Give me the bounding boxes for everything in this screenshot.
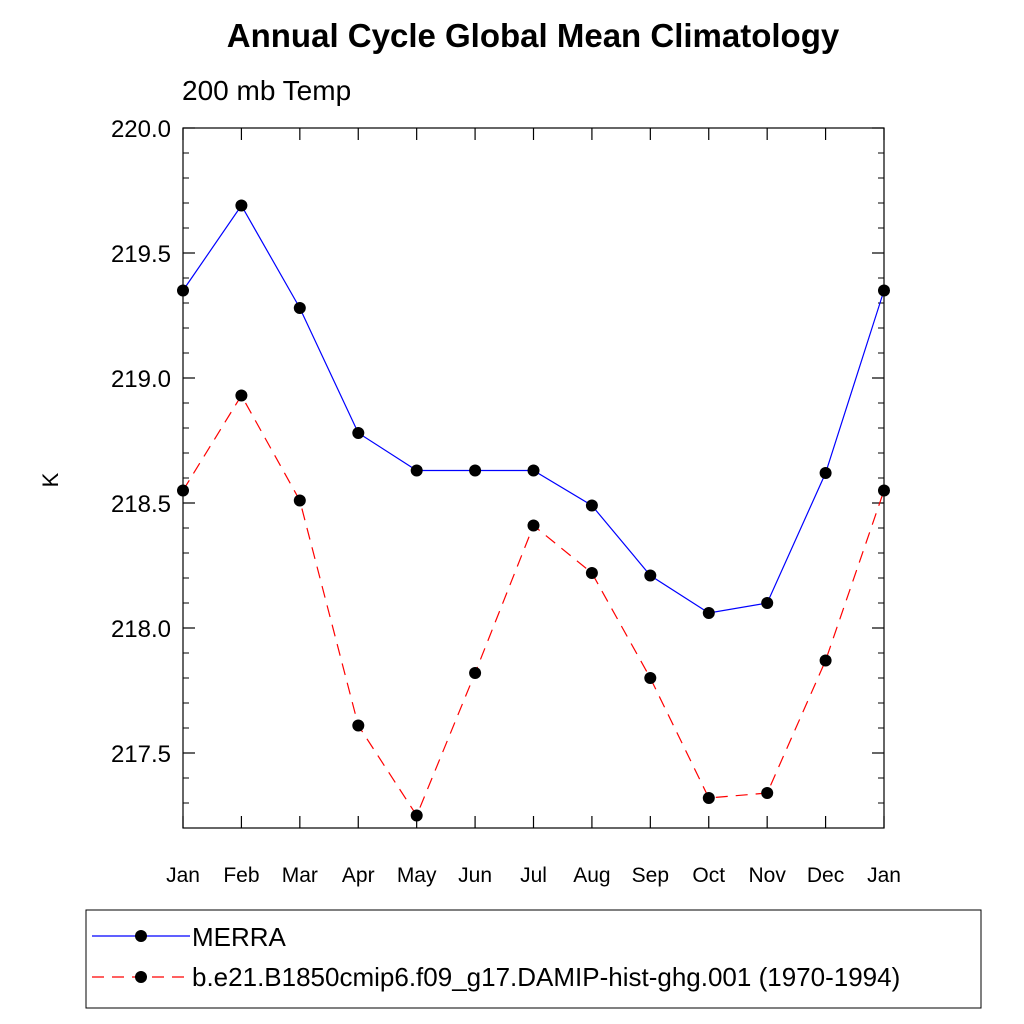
series-1-point (527, 519, 540, 532)
series-0-point (527, 464, 540, 477)
legend-label-merra: MERRA (192, 922, 287, 952)
series-1-point (585, 567, 598, 579)
x-tick-label: Feb (223, 864, 259, 887)
y-tick-label: 220.0 (111, 116, 171, 143)
x-tick-label: Apr (342, 864, 375, 887)
series-0-point (644, 569, 657, 582)
series-0-point (469, 464, 482, 477)
y-ticks: 217.5 218.0 218.5 219.0 219.5 220.0 (111, 116, 884, 804)
y-axis-label: K (38, 472, 63, 487)
series-0-point (352, 427, 365, 439)
series-0-point (819, 467, 832, 479)
y-tick-label: 218.0 (111, 616, 171, 643)
series-line-0 (182, 204, 885, 614)
series-1-point (819, 654, 832, 667)
x-tick-label: Sep (632, 864, 669, 887)
x-tick-label: Aug (573, 864, 610, 887)
series-0-point (235, 199, 248, 212)
series-1-point (293, 494, 306, 507)
series-line-1 (182, 394, 885, 817)
series-1-point (410, 809, 423, 822)
series-1-point (761, 787, 774, 799)
series-1-point (878, 484, 890, 497)
x-tick-label: Nov (748, 864, 786, 887)
series-0-point (761, 597, 774, 609)
series-1-point (177, 484, 189, 497)
series-points (177, 199, 890, 822)
series-0-point (293, 302, 306, 314)
series-0-point (585, 499, 598, 512)
legend: MERRA b.e21.B1850cmip6.f09_g17.DAMIP-his… (85, 909, 982, 1009)
series-1-point (644, 672, 657, 684)
x-tick-label: Jun (458, 864, 492, 887)
series-0-point (878, 284, 890, 297)
series-1-point (235, 389, 248, 402)
x-tick-label: Oct (692, 864, 725, 887)
series-1-point (469, 667, 482, 679)
x-tick-label: Jan (867, 864, 901, 887)
legend-box (85, 909, 982, 1009)
x-ticks: Jan Feb Mar Apr May Jun Jul Aug Sep Oct Nov Dec Jan (166, 128, 901, 887)
legend-marker-merra (135, 930, 147, 942)
series-0-point (177, 284, 189, 297)
y-tick-label: 218.5 (111, 491, 171, 518)
y-tick-label: 219.0 (111, 366, 171, 393)
series-lines (182, 204, 885, 817)
chart-title: Annual Cycle Global Mean Climatology (227, 17, 840, 54)
plot-frame (182, 127, 885, 829)
series-0-point (702, 607, 715, 619)
x-tick-label: Jan (166, 864, 200, 887)
x-tick-label: Mar (282, 864, 318, 887)
y-tick-label: 217.5 (111, 741, 171, 768)
x-tick-label: Jul (520, 864, 547, 887)
chart-subtitle: 200 mb Temp (182, 75, 351, 106)
x-tick-label: May (397, 864, 437, 887)
legend-marker-model (135, 971, 147, 983)
x-tick-label: Dec (807, 864, 844, 887)
series-0-point (410, 464, 423, 477)
series-1-point (352, 719, 365, 732)
y-tick-label: 219.5 (111, 241, 171, 268)
series-1-point (702, 792, 715, 804)
legend-label-model: b.e21.B1850cmip6.f09_g17.DAMIP-hist-ghg.… (192, 962, 900, 992)
